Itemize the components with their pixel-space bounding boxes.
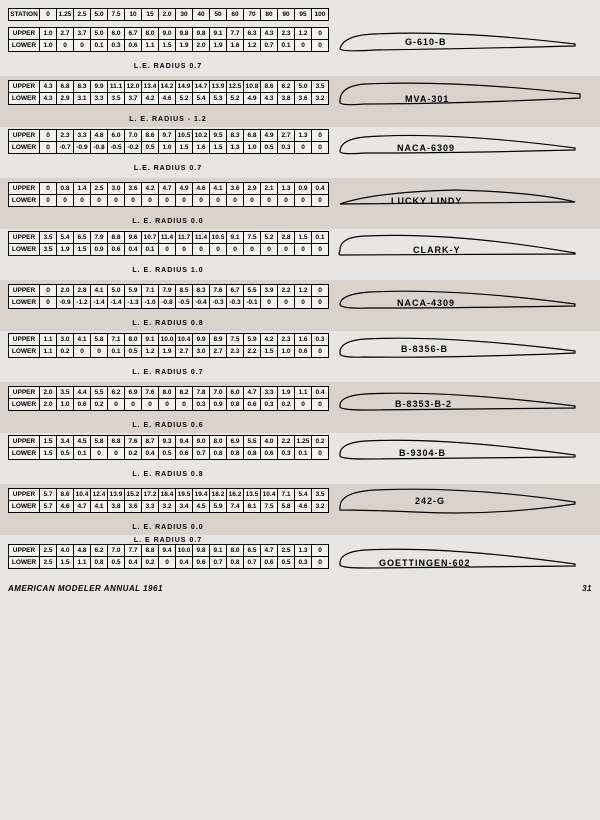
airfoil-profile: NACA-4309 <box>335 284 592 318</box>
airfoil-name-label: NACA-6309 <box>397 143 455 153</box>
footer-left: AMERICAN MODELER ANNUAL 1961 <box>8 584 163 593</box>
radius-caption: L. E. RADIUS 0.0 <box>0 218 336 225</box>
radius-caption: L.E. RADIUS 0.7 <box>8 63 328 70</box>
airfoil-section-8: UPPER1.53.44.55.86.87.68.79.39.49.08.06.… <box>8 435 592 478</box>
airfoil-svg <box>335 80 585 114</box>
airfoil-section-7: UPPER2.03.54.45.56.26.97.68.08.27.87.06.… <box>0 382 600 433</box>
airfoil-profile: G-610-B <box>335 27 592 61</box>
radius-caption: L. E. RADIUS 0.8 <box>0 320 336 327</box>
airfoil-profile: B-8353-B-2 <box>335 386 592 420</box>
coord-table: UPPER1.02.73.75.06.06.78.09.09.89.89.17.… <box>8 27 329 52</box>
airfoil-name-label: G-610-B <box>405 37 447 47</box>
coord-table: UPPER02.33.34.86.07.08.69.710.510.29.58.… <box>8 129 329 154</box>
radius-caption: L. E. RADIUS 0.6 <box>0 422 336 429</box>
airfoil-section-10: L. E RADIUS 0.7UPPER2.54.04.86.27.07.78.… <box>8 537 592 578</box>
airfoil-svg <box>335 284 585 318</box>
radius-caption: L. E. RADIUS - 1.2 <box>0 116 336 123</box>
coord-table: UPPER1.53.44.55.86.87.68.79.39.49.08.06.… <box>8 435 329 460</box>
station-header-table: STATION01.252.55.07.510152.0304050607080… <box>8 8 329 21</box>
airfoil-section-0: UPPER1.02.73.75.06.06.78.09.09.89.89.17.… <box>8 27 592 70</box>
airfoil-section-1: UPPER4.36.88.39.911.112.013.414.214.914.… <box>0 76 600 127</box>
airfoil-section-6: UPPER1.13.04.15.87.18.09.110.010.49.98.9… <box>8 333 592 376</box>
airfoil-profile: 242-G <box>335 488 592 522</box>
coord-table: UPPER2.54.04.86.27.07.78.89.410.09.89.18… <box>8 544 329 569</box>
radius-caption: L. E. RADIUS 0.7 <box>8 369 328 376</box>
airfoil-svg <box>335 129 585 163</box>
coord-table: UPPER4.36.88.39.911.112.013.414.214.914.… <box>8 80 329 105</box>
airfoil-section-4: UPPER3.55.46.57.98.89.610.711.411.711.41… <box>8 231 592 274</box>
airfoil-profile: GOETTINGEN-602 <box>335 544 592 578</box>
airfoil-section-9: UPPER5.78.610.412.413.915.217.218.419.51… <box>0 484 600 535</box>
airfoil-svg <box>335 488 585 522</box>
coord-table: UPPER2.03.54.45.56.26.97.68.08.27.87.06.… <box>8 386 329 411</box>
airfoil-name-label: MVA-301 <box>405 94 449 104</box>
coord-table: UPPER1.13.04.15.87.18.09.110.010.49.98.9… <box>8 333 329 358</box>
airfoil-section-2: UPPER02.33.34.86.07.08.69.710.510.29.58.… <box>8 129 592 172</box>
airfoil-name-label: LUCKY LINDY <box>391 196 462 206</box>
airfoil-profile: B-8356-B <box>335 333 592 367</box>
airfoil-svg <box>335 333 585 367</box>
airfoil-name-label: B-9304-B <box>399 448 446 458</box>
radius-caption: L. E RADIUS 0.7 <box>8 537 328 544</box>
radius-caption: L.E. RADIUS 0.7 <box>8 165 328 172</box>
airfoil-svg <box>335 27 585 61</box>
airfoil-name-label: B-8356-B <box>401 344 448 354</box>
radius-caption: L. E. RADIUS 0.8 <box>8 471 328 478</box>
airfoil-profile: MVA-301 <box>335 80 592 114</box>
airfoil-profile: B-9304-B <box>335 435 592 469</box>
airfoil-name-label: NACA-4309 <box>397 298 455 308</box>
coord-table: UPPER5.78.610.412.413.915.217.218.419.51… <box>8 488 329 513</box>
airfoil-section-3: UPPER00.81.42.53.03.64.24.74.94.64.13.62… <box>0 178 600 229</box>
coord-table: UPPER00.81.42.53.03.64.24.74.94.64.13.62… <box>8 182 329 207</box>
airfoil-name-label: 242-G <box>415 496 445 506</box>
airfoil-profile: CLARK-Y <box>335 231 592 265</box>
airfoil-section-5: UPPER02.02.84.15.05.97.17.98.58.37.66.75… <box>0 280 600 331</box>
airfoil-name-label: B-8353-B-2 <box>395 399 452 409</box>
airfoil-name-label: GOETTINGEN-602 <box>379 558 471 568</box>
coord-table: UPPER02.02.84.15.05.97.17.98.58.37.66.75… <box>8 284 329 309</box>
airfoil-svg <box>335 386 585 420</box>
footer-right: 31 <box>582 584 592 593</box>
radius-caption: L. E. RADIUS 0.0 <box>0 524 336 531</box>
coord-table: UPPER3.55.46.57.98.89.610.711.411.711.41… <box>8 231 329 256</box>
airfoil-svg <box>335 435 585 469</box>
radius-caption: L. E. RADIUS 1.0 <box>8 267 328 274</box>
airfoil-profile: NACA-6309 <box>335 129 592 163</box>
airfoil-profile: LUCKY LINDY <box>335 182 592 216</box>
airfoil-name-label: CLARK-Y <box>413 245 461 255</box>
